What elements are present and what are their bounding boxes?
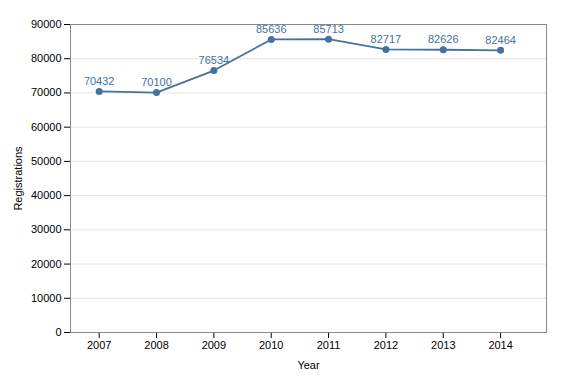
svg-text:2014: 2014 bbox=[488, 339, 512, 351]
svg-text:80000: 80000 bbox=[31, 52, 62, 64]
svg-text:2011: 2011 bbox=[317, 339, 341, 351]
svg-text:70000: 70000 bbox=[31, 86, 62, 98]
svg-text:2010: 2010 bbox=[259, 339, 283, 351]
svg-text:30000: 30000 bbox=[31, 223, 62, 235]
svg-text:82464: 82464 bbox=[485, 34, 516, 46]
svg-text:Year: Year bbox=[297, 359, 320, 371]
svg-text:2012: 2012 bbox=[374, 339, 398, 351]
svg-text:2013: 2013 bbox=[431, 339, 455, 351]
svg-text:Registrations: Registrations bbox=[12, 146, 24, 211]
svg-text:82626: 82626 bbox=[428, 33, 459, 45]
svg-text:10000: 10000 bbox=[31, 292, 62, 304]
svg-text:20000: 20000 bbox=[31, 258, 62, 270]
svg-text:40000: 40000 bbox=[31, 189, 62, 201]
svg-text:50000: 50000 bbox=[31, 155, 62, 167]
svg-text:60000: 60000 bbox=[31, 121, 62, 133]
svg-text:0: 0 bbox=[55, 326, 61, 338]
svg-text:2009: 2009 bbox=[202, 339, 226, 351]
svg-text:82717: 82717 bbox=[371, 33, 402, 45]
svg-text:85636: 85636 bbox=[255, 23, 287, 35]
svg-text:90000: 90000 bbox=[31, 18, 62, 30]
svg-text:85713: 85713 bbox=[313, 22, 344, 35]
svg-text:2007: 2007 bbox=[87, 339, 111, 351]
svg-text:2008: 2008 bbox=[144, 339, 168, 351]
svg-text:70100: 70100 bbox=[141, 76, 172, 88]
svg-text:76534: 76534 bbox=[199, 54, 230, 66]
svg-text:70432: 70432 bbox=[84, 75, 115, 87]
